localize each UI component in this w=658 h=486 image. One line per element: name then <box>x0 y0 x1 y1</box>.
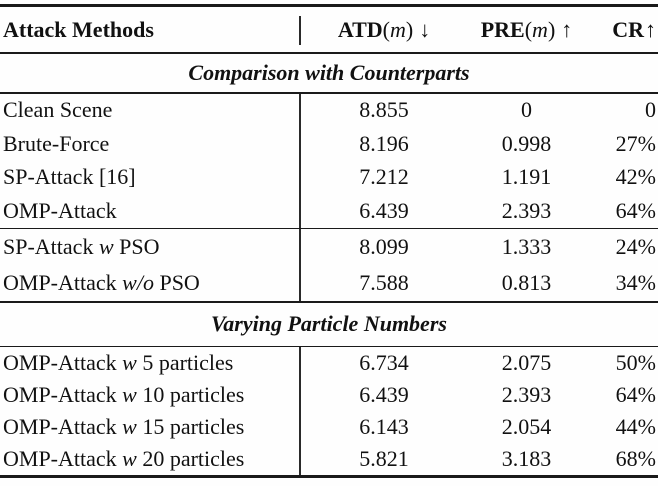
down-arrow-icon: ↓ <box>419 16 431 42</box>
mid-rule <box>0 345 658 348</box>
table-row: OMP-Attack w 20 particles 5.821 3.183 68… <box>3 446 656 472</box>
cr-value: 34% <box>615 270 656 296</box>
pre-value: 2.054 <box>501 414 552 440</box>
col-header-method-label: Attack Methods <box>3 16 154 42</box>
group-vertical-rule <box>299 93 301 228</box>
section-header-varying-label: Varying Particle Numbers <box>211 311 447 337</box>
atd-value: 6.439 <box>359 197 409 223</box>
pre-value: 0.998 <box>501 130 552 156</box>
cr-value: 64% <box>615 197 656 223</box>
atd-value: 8.099 <box>359 234 409 260</box>
table-group-particle-numbers: OMP-Attack w 5 particles 6.734 2.075 50%… <box>0 347 658 476</box>
cr-label: CR <box>612 16 644 42</box>
group-vertical-rule <box>299 229 301 302</box>
section-header-comparison: Comparison with Counterparts <box>0 54 658 92</box>
pre-value: 1.191 <box>501 164 552 190</box>
atd-value: 6.734 <box>359 350 409 376</box>
math-var-m: m <box>389 16 406 42</box>
header-vertical-rule <box>299 16 301 45</box>
table-row: OMP-Attack w 15 particles 6.143 2.054 44… <box>3 414 656 440</box>
table-row: OMP-Attack 6.439 2.393 64% <box>3 197 656 223</box>
math-var-m: m <box>532 16 548 42</box>
col-header-pre: PRE(m) ↑ <box>480 16 573 42</box>
top-rule <box>0 4 658 7</box>
atd-value: 8.196 <box>359 130 409 156</box>
cr-value: 42% <box>615 164 656 190</box>
pre-label: PRE <box>480 16 525 42</box>
mid-rule <box>0 301 658 303</box>
cr-value: 24% <box>615 234 656 260</box>
pre-value: 2.393 <box>501 382 552 408</box>
cr-value: 64% <box>615 382 656 408</box>
atd-value: 7.588 <box>359 270 409 296</box>
header-bottom-rule <box>0 52 658 54</box>
pre-value: 0 <box>521 97 532 123</box>
col-header-cr: CR↑ <box>584 17 658 43</box>
table-row: OMP-Attack w 5 particles 6.734 2.075 50% <box>3 350 656 376</box>
cr-value: 27% <box>615 130 656 156</box>
bottom-rule <box>0 475 658 479</box>
group-vertical-rule <box>299 347 301 476</box>
col-header-atd: ATD(m) ↓ <box>337 16 431 42</box>
pre-value: 2.393 <box>501 197 552 223</box>
mid-rule <box>0 227 658 230</box>
table-group-counterparts: Clean Scene 8.855 0 0 Brute-Force 8.196 … <box>0 93 658 228</box>
table-row: SP-Attack [16] 7.212 1.191 42% <box>3 164 656 190</box>
col-header-method: Attack Methods <box>0 17 299 43</box>
pre-value: 1.333 <box>501 234 552 260</box>
atd-label: ATD <box>337 16 383 42</box>
table-row: OMP-Attack w 10 particles 6.439 2.393 64… <box>3 382 656 408</box>
table-row: SP-Attack w PSO 8.099 1.333 24% <box>3 234 656 260</box>
table-group-pso-ablation: SP-Attack w PSO 8.099 1.333 24% OMP-Atta… <box>0 229 658 302</box>
atd-value: 5.821 <box>359 446 409 472</box>
up-arrow-icon: ↑ <box>645 16 656 42</box>
up-arrow-icon: ↑ <box>561 16 573 42</box>
section-header-comparison-label: Comparison with Counterparts <box>188 60 470 85</box>
pre-value: 2.075 <box>501 350 552 376</box>
mid-rule <box>0 92 658 94</box>
pre-value: 0.813 <box>501 270 552 296</box>
section-header-varying: Varying Particle Numbers <box>0 303 658 346</box>
table-row: Brute-Force 8.196 0.998 27% <box>3 130 656 156</box>
table-row: OMP-Attack w/o PSO 7.588 0.813 34% <box>3 270 656 296</box>
table-row: Clean Scene 8.855 0 0 <box>3 97 656 123</box>
cr-value: 50% <box>615 350 656 376</box>
cr-value: 68% <box>615 446 656 472</box>
cr-value: 0 <box>645 97 656 123</box>
cr-value: 44% <box>615 414 656 440</box>
atd-value: 8.855 <box>359 97 409 123</box>
atd-value: 6.143 <box>359 414 409 440</box>
atd-value: 7.212 <box>359 164 409 190</box>
pre-value: 3.183 <box>501 446 552 472</box>
table-header-row: Attack Methods ATD(m) ↓ PRE(m) ↑ CR↑ <box>0 7 658 52</box>
atd-value: 6.439 <box>359 382 409 408</box>
